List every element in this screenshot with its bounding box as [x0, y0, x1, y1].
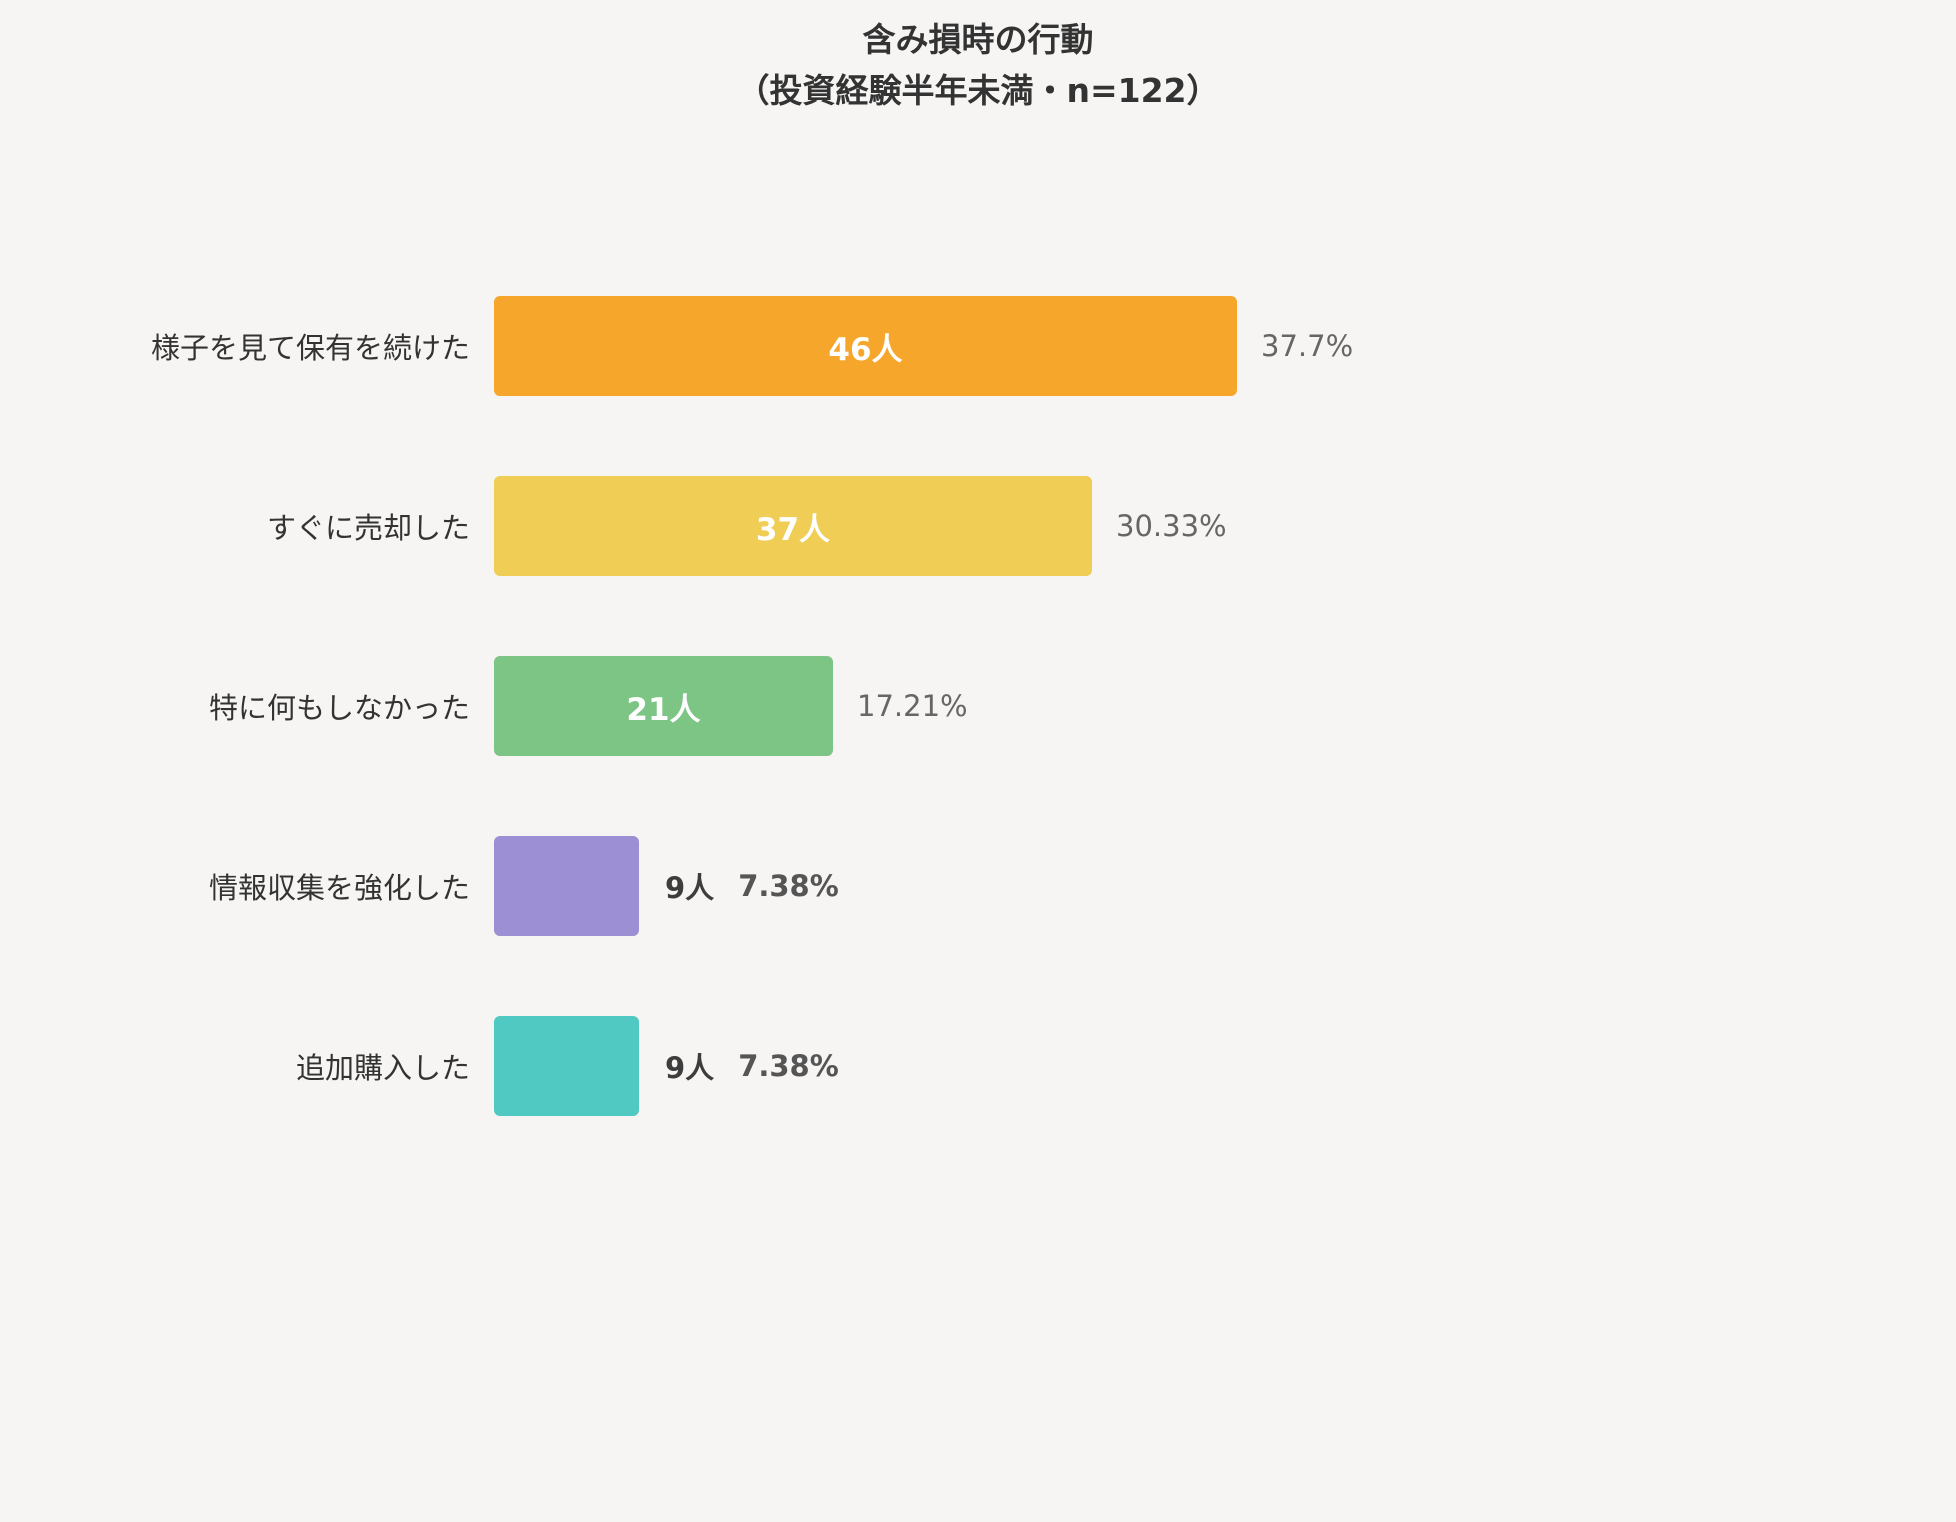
bar: 37人: [494, 476, 1092, 577]
bar-area: 9人 7.38%: [494, 1016, 839, 1117]
bar: [494, 836, 639, 937]
chart-row: 特に何もしなかった 21人 17.21%: [0, 656, 1956, 757]
bar-count-label: 46人: [828, 331, 903, 368]
chart-row: 情報収集を強化した 9人 7.38%: [0, 836, 1956, 937]
bar-area: 46人 37.7%: [494, 296, 1354, 397]
bar-area: 9人 7.38%: [494, 836, 839, 937]
bar-percent-label: 17.21%: [857, 689, 968, 724]
category-label: 追加購入した: [295, 1051, 470, 1086]
bar: [494, 1016, 639, 1117]
chart-title-line2: （投資経験半年未満・n=122）: [736, 71, 1220, 111]
bar-percent-label: 30.33%: [1116, 509, 1227, 544]
bar-area: 21人 17.21%: [494, 656, 968, 757]
bar-percent-label: 7.38%: [738, 869, 839, 904]
bar-count-label: 37人: [755, 511, 831, 548]
bar: 21人: [494, 656, 833, 757]
bar: 46人: [494, 296, 1237, 397]
category-label: 特に何もしなかった: [208, 691, 470, 726]
bar-percent-label: 7.38%: [738, 1049, 839, 1084]
category-label: 様子を見て保有を続けた: [150, 331, 470, 366]
chart-row: すぐに売却した 37人 30.33%: [0, 476, 1956, 577]
category-label: 情報収集を強化した: [208, 871, 470, 906]
chart-row: 様子を見て保有を続けた 46人 37.7%: [0, 296, 1956, 397]
bar-count-label: 21人: [626, 691, 701, 728]
category-label: すぐに売却した: [266, 511, 470, 546]
bar-chart: 様子を見て保有を続けた 46人 37.7% すぐに売却した 37人 30.33% 特に何もし…: [0, 296, 1956, 1117]
chart-title: 含み損時の行動 （投資経験半年未満・n=122）: [0, 0, 1956, 116]
bar-percent-label: 37.7%: [1261, 329, 1354, 364]
bar-area: 37人 30.33%: [494, 476, 1227, 577]
chart-title-line1: 含み損時の行動: [862, 20, 1094, 59]
bar-count-label: 9人: [665, 1051, 715, 1086]
chart-row: 追加購入した 9人 7.38%: [0, 1016, 1956, 1117]
bar-count-label: 9人: [665, 871, 715, 906]
